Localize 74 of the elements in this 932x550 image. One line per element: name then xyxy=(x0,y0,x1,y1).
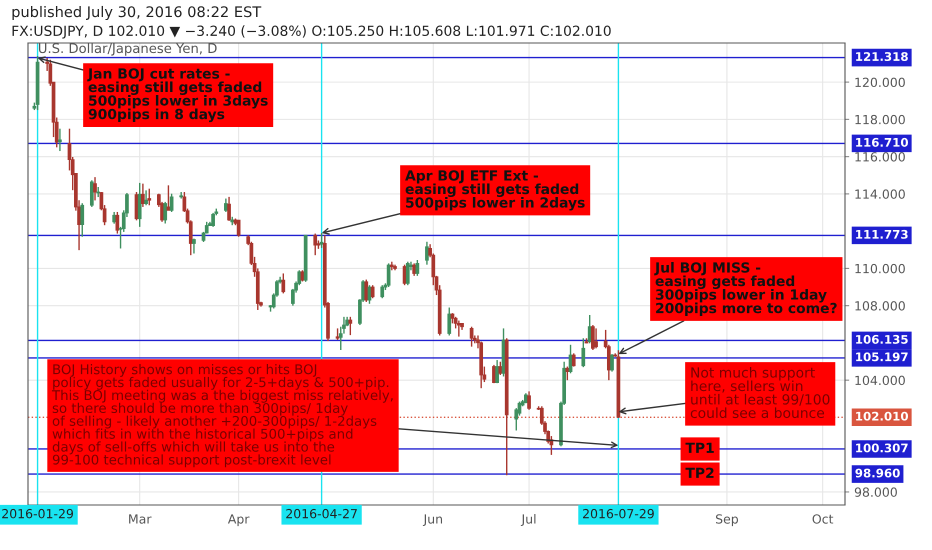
candlestick xyxy=(380,284,384,299)
ref-line-label: 2016-07-29 xyxy=(583,508,654,518)
y-tick-label: 118.000 xyxy=(855,114,905,124)
x-tick-label: Apr xyxy=(228,514,250,526)
candlestick xyxy=(281,272,286,294)
annotation: Not much support here, sellers win until at least 99/100 could see a bounce xyxy=(690,367,830,418)
ref-line-label: 105.197 xyxy=(856,352,908,362)
candlestick xyxy=(492,364,496,384)
x-tick-label: Oct xyxy=(812,514,834,524)
candlestick xyxy=(93,176,97,202)
candlestick xyxy=(300,270,304,282)
y-tick-label: 108.000 xyxy=(855,301,905,311)
candlestick xyxy=(163,201,168,224)
candlestick xyxy=(470,326,474,348)
y-tick-label: 110.000 xyxy=(855,264,905,274)
annotation: BOJ History shows on misses or hits BOJ policy gets faded usually for 2-5+days & 500+pip. This BOJ meeting was a the biggest miss relatively, so there should be more than 300pips/ 1day of selling - likely another +200-300pips/ 1-2days which fits in with the historical 500+pips and days of sell-offs which will take us into the 99-100 technical support post-brexit level xyxy=(52,364,393,468)
annotation: Apr BOJ ETF Ext - easing still gets faded 500pips lower in 2days xyxy=(405,170,585,211)
y-tick-label: 98.000 xyxy=(854,487,897,497)
ref-line-label: 102.010 xyxy=(856,412,908,421)
candlestick xyxy=(192,238,196,254)
ref-line-label: 121.318 xyxy=(856,52,908,61)
candlestick xyxy=(348,316,352,336)
annotation: TP1 xyxy=(685,442,714,453)
candlestick xyxy=(450,312,454,324)
annotation: Jan BOJ cut rates - easing still gets faded 500pips lower in 3days 900pips in 8 days xyxy=(87,68,268,122)
candlestick xyxy=(170,193,174,213)
candlestick xyxy=(211,212,215,228)
y-tick-label: 104.000 xyxy=(855,376,905,386)
candlestick xyxy=(313,232,318,256)
candlestick xyxy=(591,324,595,351)
candlestick xyxy=(527,390,531,410)
ref-line-label: 2016-01-29 xyxy=(2,508,74,518)
candlestick xyxy=(425,241,429,266)
annotation: Jul BOJ MISS - easing gets faded 300pips lower in 1day 200pips more to come? xyxy=(654,262,837,316)
x-tick-label: Mar xyxy=(129,514,152,524)
candlestick xyxy=(495,359,499,384)
annotation: TP2 xyxy=(685,468,714,478)
ref-line-label: 116.710 xyxy=(856,138,908,147)
chart-title: FX:USDJPY, D 102.010 ▼ −3.240 (−3.08%) O:105.250 H:105.608 L:101.971 C:102.010 xyxy=(12,25,611,39)
candlestick xyxy=(594,328,598,350)
candlestick xyxy=(144,190,148,206)
candlestick xyxy=(386,262,390,288)
candlestick xyxy=(227,196,231,222)
candlestick xyxy=(116,211,120,234)
x-tick-label: Jul xyxy=(520,514,536,526)
candlestick xyxy=(581,338,586,368)
y-tick-label: 114.000 xyxy=(855,189,905,199)
candlestick xyxy=(572,352,576,368)
candlestick xyxy=(80,202,84,238)
chart-subtitle: published July 30, 2016 08:22 EST xyxy=(12,6,262,20)
annotation: U.S. Dollar/Japanese Yen, D xyxy=(38,42,217,56)
candlestick xyxy=(568,344,572,374)
candlestick xyxy=(610,353,614,372)
y-tick-label: 116.000 xyxy=(855,152,905,162)
candlestick xyxy=(166,184,170,211)
y-tick-label: 120.000 xyxy=(855,78,905,88)
candlestick xyxy=(415,259,420,277)
ref-line-label: 100.307 xyxy=(856,443,908,452)
ref-line-label: 111.773 xyxy=(856,230,908,239)
candlestick xyxy=(236,219,240,238)
candlestick xyxy=(368,284,372,304)
ref-line-label: 98.960 xyxy=(855,468,900,478)
x-tick-label: Jun xyxy=(422,514,442,526)
ref-line-label: 2016-04-27 xyxy=(286,508,357,518)
candlestick xyxy=(58,128,62,152)
ref-line-label: 106.135 xyxy=(856,334,908,344)
candlestick xyxy=(447,306,452,336)
candlestick xyxy=(336,328,340,341)
x-tick-label: Sep xyxy=(716,514,738,526)
candlestick xyxy=(406,261,410,286)
candlestick xyxy=(147,188,152,206)
candlestick xyxy=(96,186,100,198)
candlestick xyxy=(370,284,375,299)
candlestick xyxy=(402,264,406,286)
